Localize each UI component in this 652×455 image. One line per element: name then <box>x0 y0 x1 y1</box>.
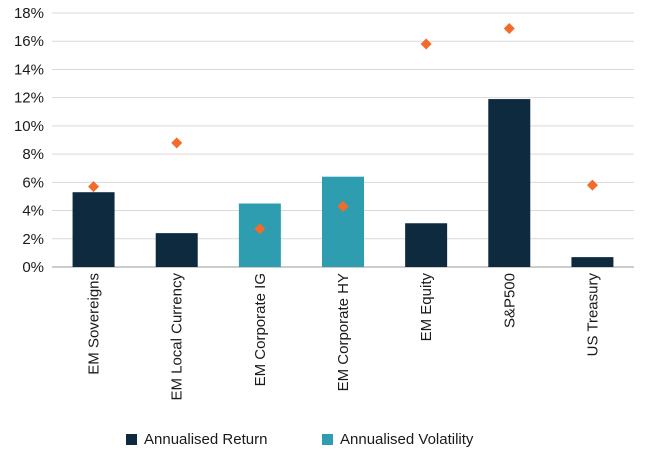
y-tick-label: 16% <box>14 33 44 50</box>
x-tick-label: EM Corporate IG <box>252 273 269 386</box>
legend-swatch <box>322 434 333 445</box>
y-tick-label: 0% <box>22 259 44 276</box>
x-tick-label: EM Equity <box>418 273 435 342</box>
y-tick-label: 4% <box>22 203 44 220</box>
bar <box>155 233 198 267</box>
gridlines <box>52 12 634 268</box>
bar <box>488 99 531 267</box>
y-tick-label: 6% <box>22 174 44 191</box>
marker-point <box>88 181 100 193</box>
marker-point <box>586 179 598 191</box>
marker-point <box>337 200 349 212</box>
legend-label: Annualised Return <box>144 431 267 448</box>
legend-label: Annualised Volatility <box>340 431 474 448</box>
bars <box>72 99 614 267</box>
y-tick-label: 2% <box>22 231 44 248</box>
x-tick-label: EM Local Currency <box>169 273 186 401</box>
bar <box>72 192 115 267</box>
bar <box>405 223 448 267</box>
x-tick-label: EM Sovereigns <box>86 273 103 375</box>
marker-point <box>503 23 515 35</box>
legend-swatch <box>126 434 137 445</box>
markers <box>88 23 598 235</box>
x-tick-label: US Treasury <box>584 273 601 357</box>
bar <box>322 176 364 267</box>
y-tick-label: 14% <box>14 61 44 78</box>
x-tick-label: S&P500 <box>501 273 518 328</box>
marker-point <box>254 223 266 235</box>
x-tick-label: EM Corporate HY <box>335 273 352 391</box>
y-tick-label: 8% <box>22 146 44 163</box>
marker-point <box>420 38 432 50</box>
y-tick-label: 12% <box>14 90 44 107</box>
x-axis-ticks: EM Sovereigns EM Local Currency EM Corpora… <box>86 273 602 401</box>
bar <box>238 203 281 267</box>
y-axis-ticks: 0% 2% 4% 6% 8% 10% 12% 14% 16% 18% <box>14 5 44 276</box>
legend: Annualised Return Annualised Volatility <box>126 431 474 448</box>
marker-point <box>171 137 183 149</box>
y-tick-label: 18% <box>14 5 44 22</box>
y-tick-label: 10% <box>14 118 44 135</box>
bar <box>571 257 614 267</box>
